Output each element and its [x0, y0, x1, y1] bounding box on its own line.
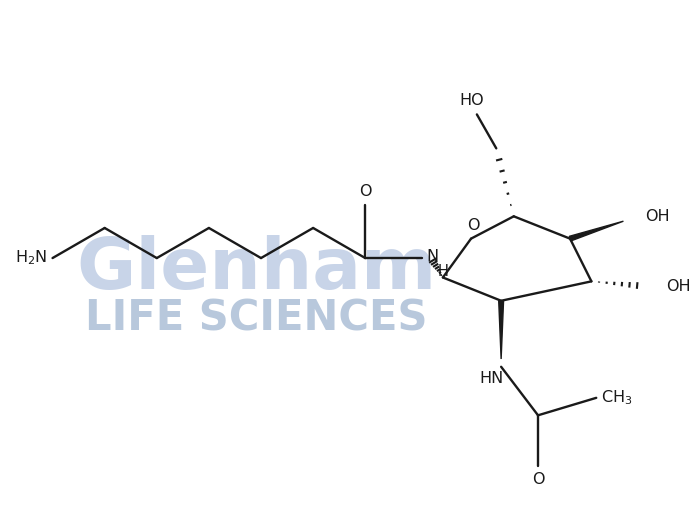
- Polygon shape: [569, 221, 624, 241]
- Text: HO: HO: [459, 93, 484, 108]
- Text: Glenham: Glenham: [77, 235, 436, 304]
- Text: H$_2$N: H$_2$N: [15, 249, 48, 267]
- Text: LIFE SCIENCES: LIFE SCIENCES: [86, 297, 428, 339]
- Polygon shape: [499, 301, 504, 359]
- Text: O: O: [467, 217, 480, 232]
- Text: O: O: [532, 472, 544, 487]
- Text: H: H: [438, 264, 449, 279]
- Text: CH$_3$: CH$_3$: [601, 388, 633, 407]
- Text: O: O: [359, 184, 372, 199]
- Text: N: N: [427, 249, 438, 264]
- Text: OH: OH: [666, 279, 690, 294]
- Text: OH: OH: [644, 209, 670, 224]
- Text: HN: HN: [480, 371, 503, 386]
